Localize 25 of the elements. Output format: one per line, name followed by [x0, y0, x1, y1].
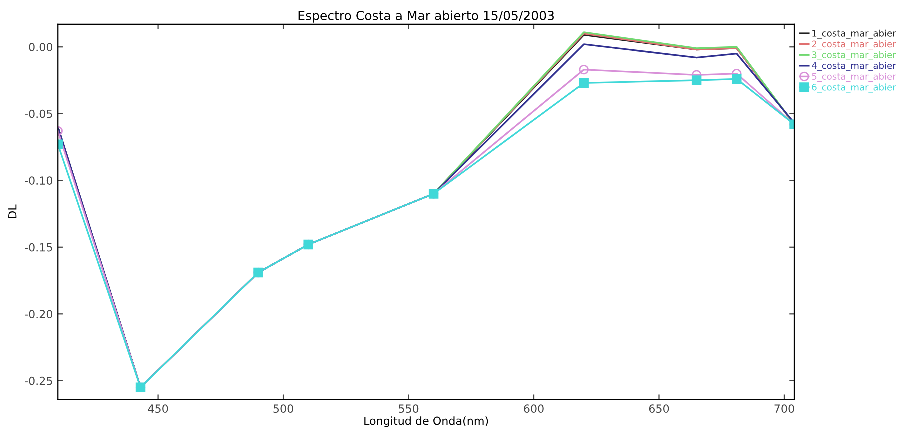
point [732, 74, 742, 84]
point [579, 78, 589, 88]
x-tick-label: 450 [148, 404, 168, 414]
chart-title: Espectro Costa a Mar abierto 15/05/2003 [298, 10, 554, 23]
x-axis-title: Longitud de Onda(nm) [364, 416, 488, 428]
x-tick-label: 650 [649, 404, 670, 414]
legend-label: 1_costa_mar_abier [812, 30, 896, 39]
point [579, 64, 589, 75]
legend-label: 5_costa_mar_abier [812, 73, 896, 82]
y-tick-label: -0.05 [25, 110, 52, 118]
y-tick-label: 0.00 [29, 43, 53, 52]
x-tick-label: 700 [774, 404, 794, 414]
x-tick-label: 550 [399, 404, 419, 414]
y-tick-label: -0.10 [25, 176, 53, 186]
legend-label: 2_costa_mar_abier [812, 40, 896, 50]
legend-label: 6_costa_mar_abier [812, 84, 896, 93]
x-tick-label: 500 [274, 404, 294, 414]
y-tick-label: -0.20 [25, 310, 53, 319]
point [692, 76, 702, 86]
x-tick-label: 600 [524, 404, 544, 414]
y-axis-title: DL [8, 204, 17, 218]
y-tick-label: -0.15 [25, 243, 52, 252]
y-tick-label: -0.25 [25, 376, 52, 386]
legend-label: 3_costa_mar_abier [812, 51, 896, 60]
legend-label: 4_costa_mar_abier [812, 62, 896, 72]
